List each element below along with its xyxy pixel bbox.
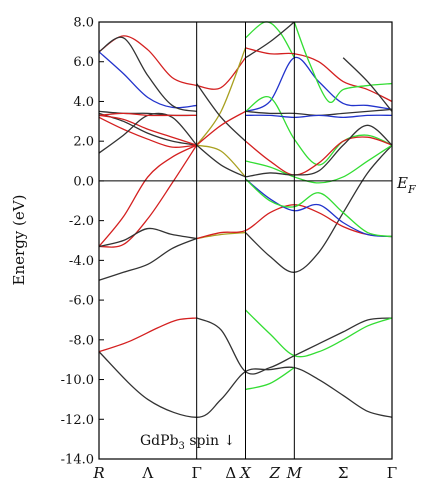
band-line-38	[245, 124, 393, 178]
band-line-23	[196, 57, 247, 90]
band-line-32	[245, 56, 393, 113]
y-tick-label: -12.0	[61, 413, 94, 428]
band-line-33	[293, 21, 393, 104]
band-line-26	[196, 110, 246, 146]
band-lines	[98, 21, 393, 418]
band-line-6	[98, 144, 198, 248]
band-line-18	[98, 114, 197, 146]
y-ticks: 8.0 6.0 4.0 2.0 0.0 -2.0 -4.0 -6.0 -8.0 -10.0 -12.…	[61, 16, 104, 468]
band-line-17	[98, 112, 197, 146]
band-line-27	[196, 144, 246, 178]
band-line-7	[98, 144, 197, 247]
band-line-4	[245, 367, 295, 391]
band-line-40	[342, 57, 393, 112]
band-line-19	[98, 116, 197, 149]
x-tick-label: X	[239, 464, 252, 482]
x-tick-label: R	[92, 464, 104, 482]
y-tick-label: -14.0	[61, 453, 94, 468]
y-tick-label: 4.0	[73, 95, 94, 110]
x-tick-label: Z	[269, 464, 281, 482]
x-tick-label: Λ	[141, 464, 153, 482]
band-line-30	[245, 21, 295, 59]
band-line-22	[98, 112, 197, 117]
x-tick-label: Δ	[225, 464, 236, 482]
x-tick-label: Γ	[387, 464, 397, 482]
y-tick-label: -4.0	[69, 254, 94, 269]
band-line-31	[245, 47, 393, 103]
band-line-24	[196, 47, 247, 146]
band-line-29	[245, 21, 295, 59]
x-tick-label: Γ	[191, 464, 201, 482]
chart-annotation: GdPb3 spin ↓	[140, 433, 235, 452]
y-tick-label: -6.0	[69, 294, 94, 309]
band-line-13	[245, 178, 393, 238]
band-line-1	[98, 317, 197, 353]
symmetry-point-lines	[196, 22, 295, 459]
band-line-10	[245, 144, 393, 273]
band-line-37	[245, 144, 393, 184]
y-tick-label: -10.0	[61, 373, 94, 388]
band-line-28	[196, 144, 246, 178]
band-line-8	[98, 227, 197, 248]
band-line-15	[98, 51, 197, 109]
y-axis-label: Energy (eV)	[10, 195, 28, 286]
band-line-3	[245, 309, 393, 358]
band-line-25	[196, 83, 246, 142]
band-line-12	[245, 178, 393, 238]
x-tick-label: M	[286, 464, 303, 482]
plot-frame	[98, 21, 393, 460]
y-tick-label: -2.0	[69, 214, 94, 229]
y-tick-label: 2.0	[73, 135, 94, 150]
band-line-34	[245, 96, 393, 166]
band-line-5	[98, 237, 197, 281]
y-tick-label: 8.0	[73, 16, 94, 31]
band-line-39	[245, 114, 393, 119]
band-line-36	[245, 136, 393, 176]
band-line-0	[98, 351, 393, 418]
y-tick-label: 0.0	[73, 174, 94, 189]
x-tick-label: Σ	[338, 464, 349, 482]
band-line-16	[98, 36, 197, 113]
y-tick-label: 6.0	[73, 55, 94, 70]
fermi-level-label: EF	[396, 174, 416, 196]
y-tick-label: -8.0	[69, 333, 94, 348]
